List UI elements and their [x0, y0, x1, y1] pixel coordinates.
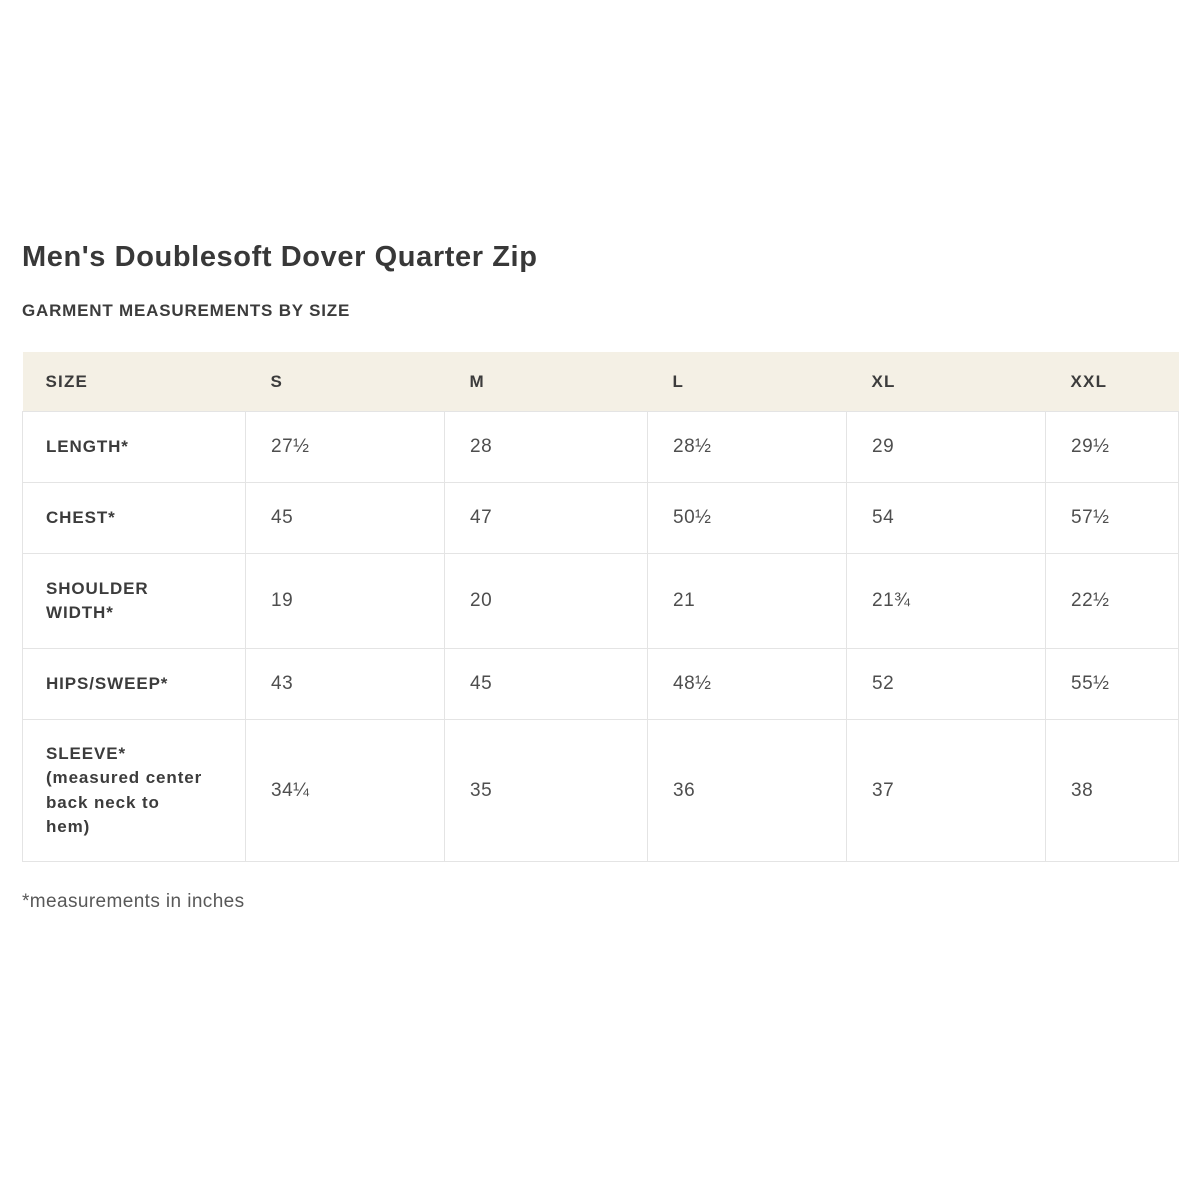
cell-value: 47 — [444, 482, 648, 555]
section-heading: GARMENT MEASUREMENTS BY SIZE — [22, 300, 351, 320]
cell-value: 52 — [846, 648, 1046, 721]
cell-value: 38 — [1045, 719, 1179, 863]
cell-value: 27½ — [245, 411, 445, 484]
measurements-footnote: *measurements in inches — [22, 891, 245, 913]
cell-value: 29 — [846, 411, 1046, 484]
cell-value: 54 — [846, 482, 1046, 555]
row-label: SLEEVE* (measured center back neck to he… — [22, 719, 246, 863]
cell-value: 34¼ — [245, 719, 445, 863]
cell-value: 35 — [444, 719, 648, 863]
cell-value: 45 — [245, 482, 445, 555]
header-cell-s: S — [245, 351, 445, 412]
header-cell-xl: XL — [846, 351, 1046, 412]
size-chart-table: SIZE S M L XL XXL LENGTH* 27½ 28 28½ 29 … — [22, 351, 1179, 863]
cell-value: 50½ — [647, 482, 847, 555]
table-row-chest: CHEST* 45 47 50½ 54 57½ — [22, 482, 1179, 555]
row-label: SHOULDER WIDTH* — [22, 553, 246, 650]
cell-value: 43 — [245, 648, 445, 721]
cell-value: 57½ — [1045, 482, 1179, 555]
row-label: CHEST* — [22, 482, 246, 555]
header-cell-size: SIZE — [22, 351, 246, 412]
cell-value: 28 — [444, 411, 648, 484]
table-header-row: SIZE S M L XL XXL — [22, 351, 1179, 412]
cell-value: 55½ — [1045, 648, 1179, 721]
page-title: Men's Doublesoft Dover Quarter Zip — [22, 241, 538, 273]
cell-value: 45 — [444, 648, 648, 721]
cell-value: 21 — [647, 553, 847, 650]
cell-value: 28½ — [647, 411, 847, 484]
header-cell-m: M — [444, 351, 648, 412]
header-cell-xxl: XXL — [1045, 351, 1179, 412]
cell-value: 36 — [647, 719, 847, 863]
table-row-shoulder-width: SHOULDER WIDTH* 19 20 21 21¾ 22½ — [22, 553, 1179, 650]
cell-value: 48½ — [647, 648, 847, 721]
row-label: HIPS/SWEEP* — [22, 648, 246, 721]
table-row-sleeve: SLEEVE* (measured center back neck to he… — [22, 719, 1179, 863]
table-row-length: LENGTH* 27½ 28 28½ 29 29½ — [22, 411, 1179, 484]
header-cell-l: L — [647, 351, 847, 412]
cell-value: 37 — [846, 719, 1046, 863]
table-row-hips-sweep: HIPS/SWEEP* 43 45 48½ 52 55½ — [22, 648, 1179, 721]
cell-value: 20 — [444, 553, 648, 650]
cell-value: 29½ — [1045, 411, 1179, 484]
cell-value: 19 — [245, 553, 445, 650]
cell-value: 22½ — [1045, 553, 1179, 650]
row-label: LENGTH* — [22, 411, 246, 484]
size-guide-page: Men's Doublesoft Dover Quarter Zip GARME… — [22, 241, 1179, 913]
cell-value: 21¾ — [846, 553, 1046, 650]
